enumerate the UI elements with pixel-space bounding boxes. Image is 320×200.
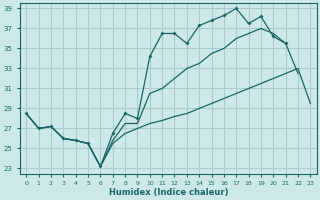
X-axis label: Humidex (Indice chaleur): Humidex (Indice chaleur) — [108, 188, 228, 197]
